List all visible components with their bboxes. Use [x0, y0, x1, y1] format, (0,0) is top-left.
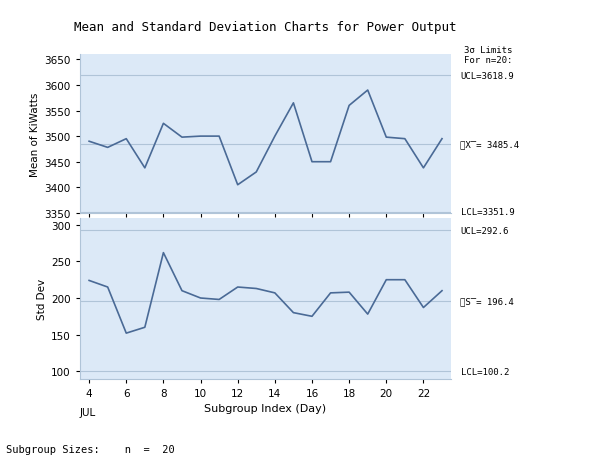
Y-axis label: Mean of KiWatts: Mean of KiWatts [30, 92, 41, 176]
Text: ͞X̅= 3485.4: ͞X̅= 3485.4 [460, 140, 519, 149]
Text: 3σ Limits
For n=20:: 3σ Limits For n=20: [464, 46, 512, 65]
Text: JUL: JUL [79, 408, 96, 418]
Y-axis label: Std Dev: Std Dev [37, 278, 47, 319]
Text: UCL=292.6: UCL=292.6 [460, 226, 509, 235]
Text: UCL=3618.9: UCL=3618.9 [460, 72, 515, 81]
Text: Subgroup Sizes:    n  =  20: Subgroup Sizes: n = 20 [6, 444, 175, 454]
Text: ͞S̅= 196.4: ͞S̅= 196.4 [460, 297, 515, 306]
X-axis label: Subgroup Index (Day): Subgroup Index (Day) [204, 403, 327, 413]
Text: LCL=100.2: LCL=100.2 [460, 367, 509, 376]
Text: LCL=3351.9: LCL=3351.9 [460, 208, 515, 217]
Text: Mean and Standard Deviation Charts for Power Output: Mean and Standard Deviation Charts for P… [74, 21, 457, 34]
